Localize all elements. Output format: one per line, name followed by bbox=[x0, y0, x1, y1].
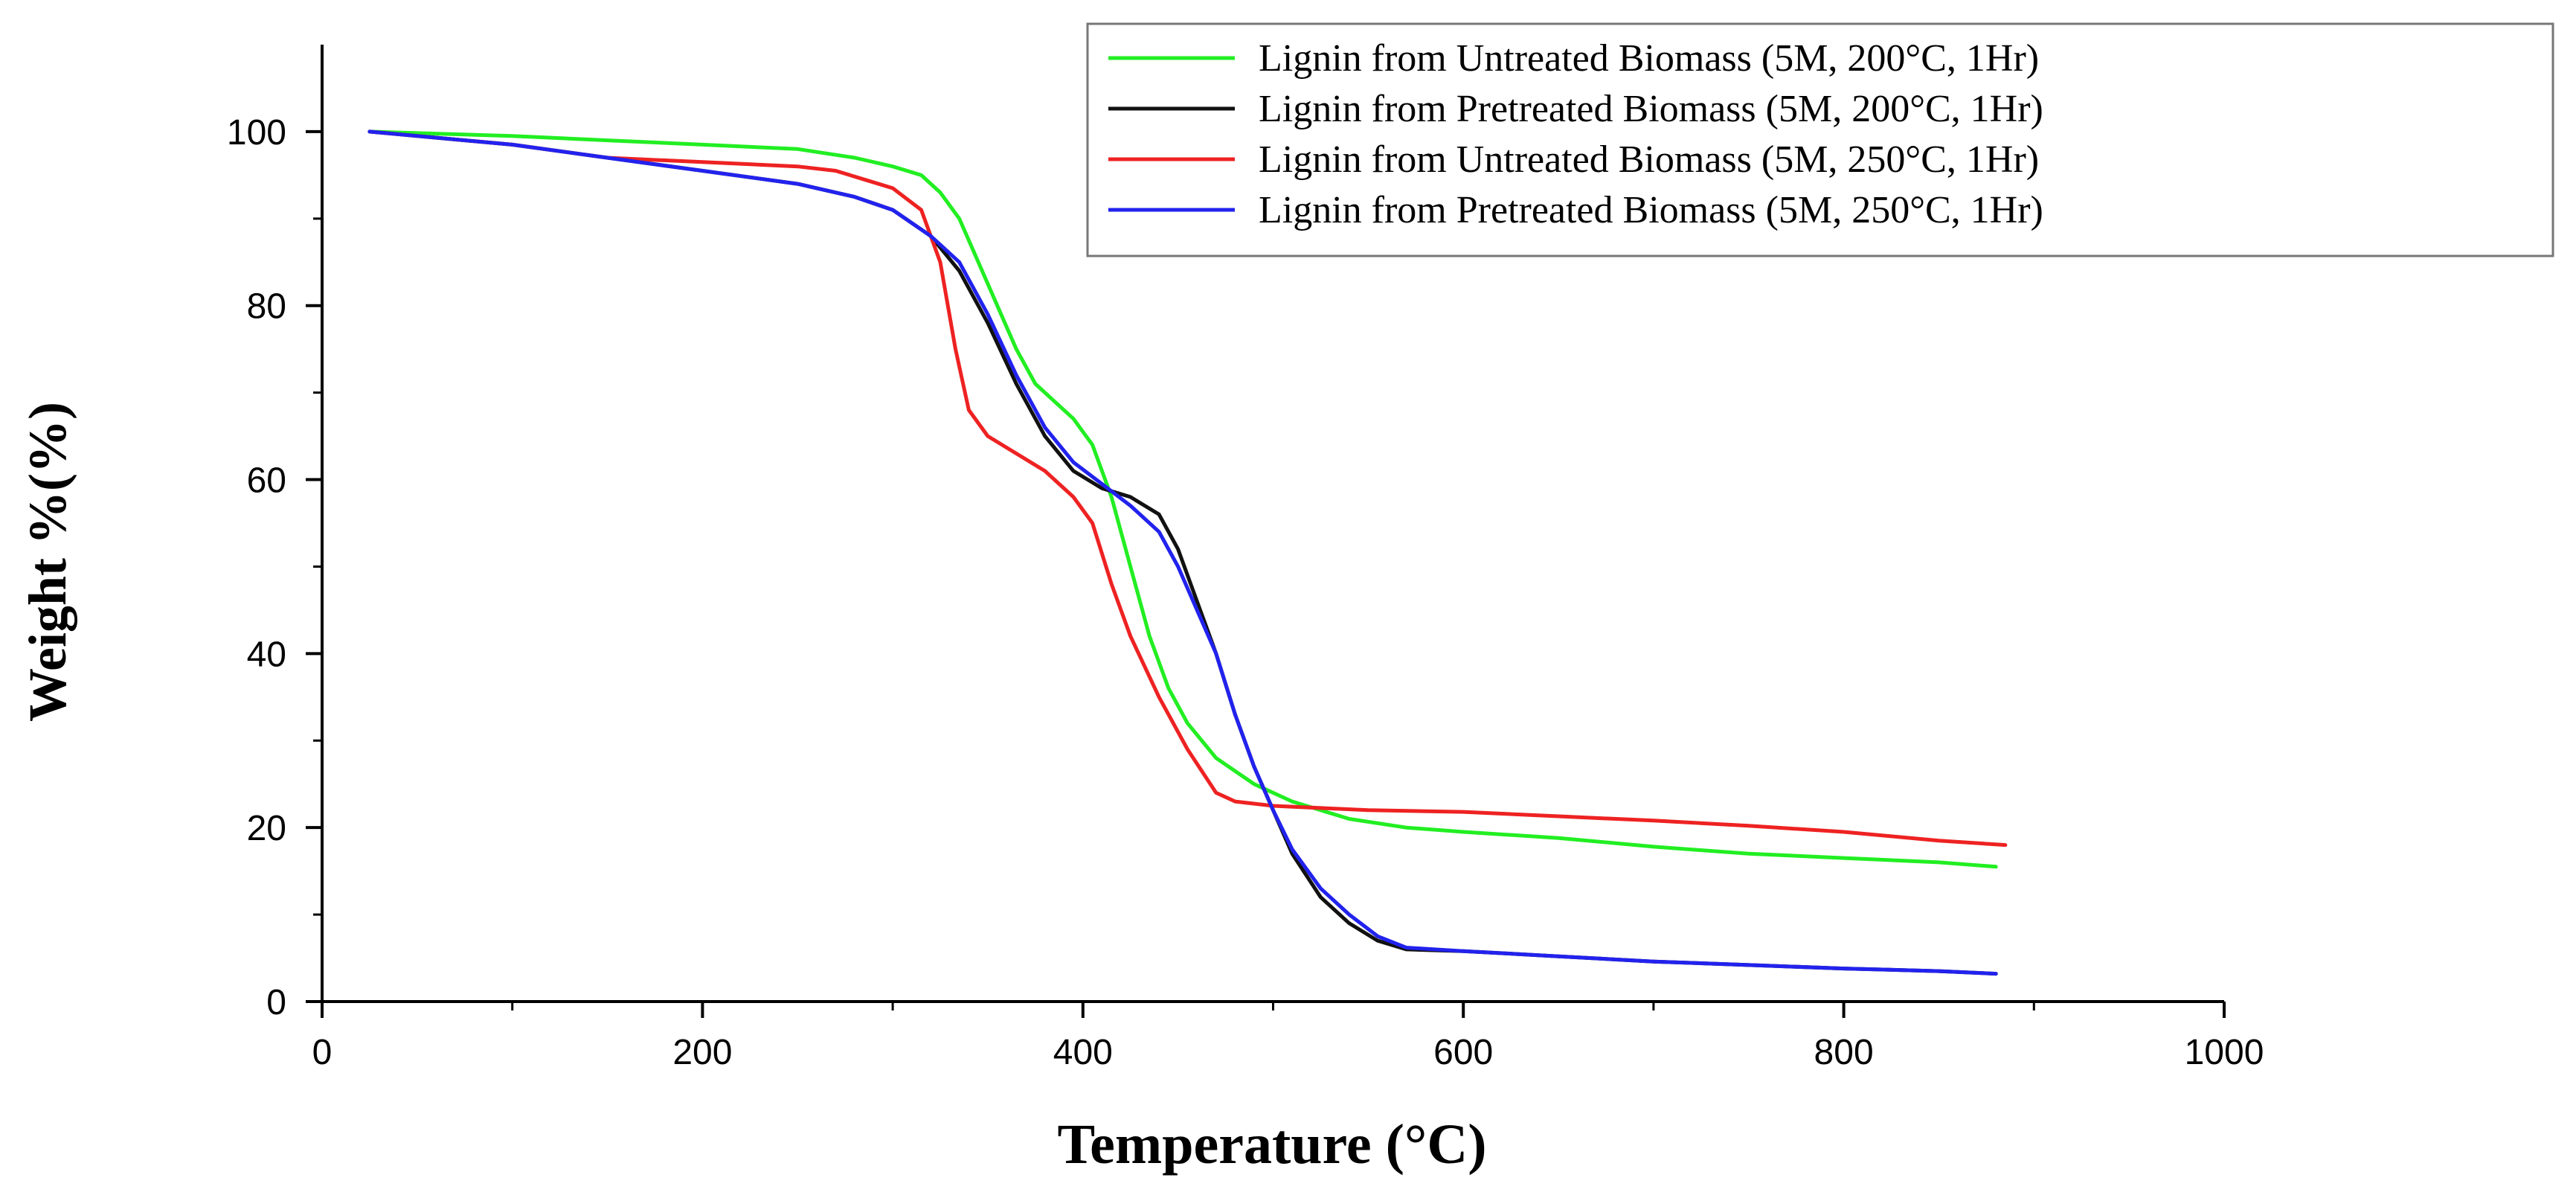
x-axis-title: Temperature (°C) bbox=[1057, 1113, 1486, 1176]
x-tick-label: 400 bbox=[1053, 1033, 1113, 1072]
y-tick-label: 0 bbox=[266, 983, 286, 1022]
legend-label: Lignin from Pretreated Biomass (5M, 200°… bbox=[1259, 88, 2043, 130]
y-axis-ticks: 0 20 40 60 80 100 bbox=[227, 113, 322, 1022]
series-line-3 bbox=[367, 129, 2008, 848]
x-tick-label: 800 bbox=[1814, 1033, 1874, 1072]
x-axis-ticks: 0 200 400 600 800 1000 bbox=[312, 1002, 2264, 1072]
y-tick-label: 100 bbox=[227, 113, 286, 153]
series-line-4 bbox=[367, 129, 1998, 976]
x-tick-label: 600 bbox=[1433, 1033, 1493, 1072]
series-line-2 bbox=[367, 129, 1998, 976]
y-tick-label: 80 bbox=[247, 287, 286, 327]
x-tick-label: 0 bbox=[312, 1033, 333, 1072]
legend-label: Lignin from Untreated Biomass (5M, 200°C… bbox=[1259, 37, 2039, 80]
x-tick-label: 200 bbox=[672, 1033, 732, 1072]
y-tick-label: 40 bbox=[247, 635, 286, 674]
y-tick-label: 20 bbox=[247, 809, 286, 848]
legend-label: Lignin from Pretreated Biomass (5M, 250°… bbox=[1259, 189, 2043, 231]
y-axis-title: Weight %(%) bbox=[18, 402, 77, 722]
y-tick-label: 60 bbox=[247, 461, 286, 501]
series-line-1 bbox=[367, 129, 1998, 869]
x-tick-label: 1000 bbox=[2185, 1033, 2264, 1072]
legend-box bbox=[1086, 22, 2554, 257]
legend-label: Lignin from Untreated Biomass (5M, 250°C… bbox=[1259, 138, 2039, 181]
legend: Lignin from Untreated Biomass (5M, 200°C… bbox=[1086, 22, 2554, 257]
series-lines bbox=[367, 129, 2008, 976]
